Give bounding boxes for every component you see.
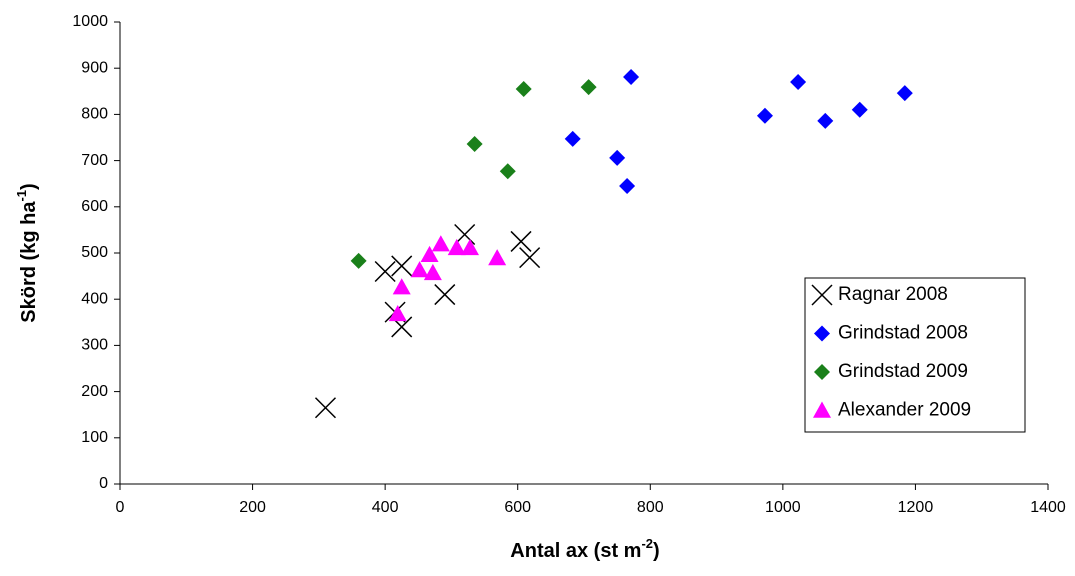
point [515, 80, 532, 97]
point [790, 74, 807, 91]
point [499, 163, 516, 180]
point [510, 230, 532, 252]
point [817, 112, 834, 129]
point [392, 278, 411, 295]
y-tick-label: 200 [81, 383, 108, 400]
y-tick-label: 500 [81, 244, 108, 261]
y-tick-label: 800 [81, 106, 108, 123]
point [314, 397, 337, 419]
y-tick-label: 700 [81, 152, 108, 169]
x-axis-label-superscript: -2 [641, 536, 653, 551]
point [466, 135, 483, 152]
point [447, 238, 466, 256]
point [488, 249, 507, 266]
point [896, 85, 913, 102]
x-tick-label: 0 [116, 499, 125, 516]
legend-marker [814, 364, 830, 380]
y-tick-label: 100 [81, 429, 108, 446]
legend-box [804, 277, 1026, 433]
point [434, 284, 456, 306]
point [609, 149, 626, 166]
point [420, 245, 439, 263]
legend-label: Grindstad 2009 [838, 361, 968, 382]
y-tick-label: 1000 [72, 13, 108, 30]
legend-label: Alexander 2009 [838, 400, 971, 421]
point [350, 252, 367, 269]
legend-label: Ragnar 2008 [838, 284, 948, 305]
point [851, 101, 868, 118]
point [519, 247, 541, 269]
legend-label: Grindstad 2008 [838, 323, 968, 344]
y-tick-label: 0 [99, 475, 108, 492]
y-axis-label-text: Skörd (kg ha [18, 201, 40, 323]
point [623, 68, 640, 85]
point [619, 178, 636, 195]
x-axis-label: Antal ax (st m-2) [510, 536, 659, 562]
y-tick-label: 300 [81, 337, 108, 354]
y-axis-label-superscript: -1 [14, 190, 29, 202]
y-axis-label-suffix: ) [18, 183, 40, 190]
y-tick-label: 400 [81, 290, 108, 307]
y-tick-label: 600 [81, 198, 108, 215]
x-axis-label-text: Antal ax (st m [510, 540, 641, 562]
legend-marker [814, 325, 830, 342]
x-tick-label: 200 [239, 499, 266, 516]
x-tick-label: 800 [637, 499, 664, 516]
x-tick-label: 1200 [898, 499, 934, 516]
point [454, 223, 476, 246]
point [388, 304, 407, 322]
point [374, 260, 396, 283]
point [391, 255, 413, 277]
point [580, 79, 597, 96]
x-axis-label-suffix: ) [653, 540, 660, 562]
point [564, 130, 581, 147]
y-axis-label: Skörd (kg ha-1) [14, 183, 40, 322]
legend-marker [811, 284, 833, 306]
x-tick-label: 1400 [1030, 499, 1066, 516]
legend-marker [813, 401, 831, 418]
x-tick-label: 1000 [765, 499, 801, 516]
point [410, 261, 429, 278]
point [431, 235, 450, 252]
point [460, 238, 479, 256]
y-tick-label: 900 [81, 59, 108, 76]
x-tick-label: 600 [504, 499, 531, 516]
point [423, 263, 442, 281]
point [756, 107, 773, 124]
x-tick-label: 400 [372, 499, 399, 516]
